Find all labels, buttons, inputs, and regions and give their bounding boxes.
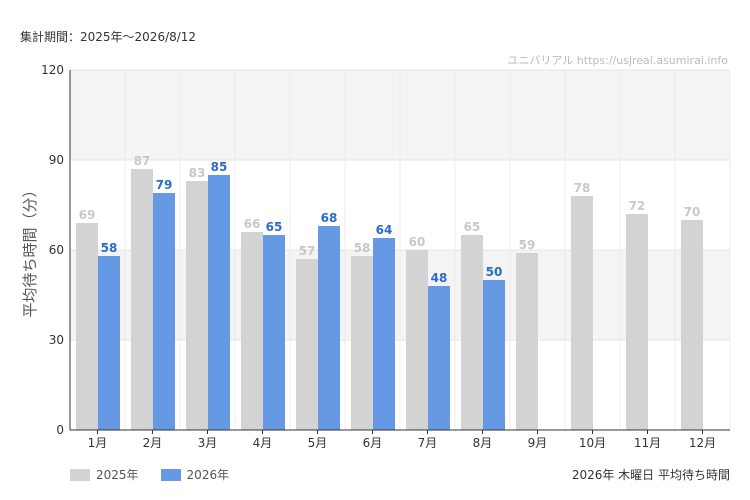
x-tick-label: 7月 — [418, 436, 438, 450]
bar-2025 — [626, 214, 648, 430]
legend-item-2025[interactable]: 2025年 — [70, 466, 139, 483]
bar-2025 — [76, 223, 98, 430]
legend-swatch-2025 — [70, 468, 90, 481]
bar-value-label: 59 — [519, 238, 536, 252]
bar-2025 — [351, 256, 373, 430]
bar-2026 — [428, 286, 450, 430]
bar-2025 — [296, 259, 318, 430]
bar-value-label: 79 — [156, 178, 173, 192]
x-tick-label: 6月 — [363, 436, 383, 450]
bar-value-label: 57 — [299, 244, 316, 258]
bar-2026 — [208, 175, 230, 430]
chart-footer-title: 2026年 木曜日 平均待ち時間 — [571, 468, 730, 482]
bar-value-label: 85 — [211, 160, 228, 174]
x-tick-labels: 1月 2月 3月 4月 5月 6月 7月 8月 9月 10月 11月 12月 — [88, 430, 716, 450]
x-tick-label: 10月 — [579, 436, 606, 450]
bars — [76, 169, 703, 430]
x-tick-label: 8月 — [473, 436, 493, 450]
legend-item-2026[interactable]: 2026年 — [160, 466, 230, 483]
bar-value-label: 58 — [354, 241, 371, 255]
bar-value-label: 72 — [629, 199, 646, 213]
bar-2026 — [263, 235, 285, 430]
y-tick-labels: 0 30 60 90 120 — [41, 63, 64, 437]
bar-value-label: 66 — [244, 217, 261, 231]
bar-value-label: 87 — [134, 154, 151, 168]
axes — [69, 70, 730, 431]
x-tick-label: 1月 — [88, 436, 108, 450]
bar-2025 — [186, 181, 208, 430]
bar-value-label: 69 — [79, 208, 96, 222]
bar-value-label: 60 — [409, 235, 426, 249]
legend: 2025年 2026年 — [70, 466, 229, 483]
bar-2026 — [373, 238, 395, 430]
bar-2025 — [131, 169, 153, 430]
legend-label-2025: 2025年 — [96, 468, 139, 482]
bar-value-label: 68 — [321, 211, 338, 225]
x-tick-label: 11月 — [634, 436, 661, 450]
bar-2026 — [483, 280, 505, 430]
bar-2026 — [98, 256, 120, 430]
x-tick-label: 9月 — [528, 436, 548, 450]
y-tick-label: 90 — [49, 153, 64, 167]
bar-2025 — [681, 220, 703, 430]
bar-value-label: 83 — [189, 166, 206, 180]
bar-2025 — [461, 235, 483, 430]
bar-value-label: 50 — [486, 265, 503, 279]
bar-value-label: 65 — [464, 220, 481, 234]
bar-2025 — [516, 253, 538, 430]
bar-value-label: 65 — [266, 220, 283, 234]
bar-2026 — [153, 193, 175, 430]
x-tick-label: 4月 — [253, 436, 273, 450]
legend-swatch-2026 — [160, 468, 181, 481]
x-tick-label: 2月 — [143, 436, 163, 450]
x-tick-label: 12月 — [689, 436, 716, 450]
value-labels: 69 87 83 66 57 58 60 65 59 78 72 70 58 79 85 65 68 64 48 50 — [79, 154, 701, 285]
x-tick-label: 5月 — [308, 436, 328, 450]
x-tick-label: 3月 — [198, 436, 218, 450]
bar-value-label: 70 — [684, 205, 701, 219]
bar-value-label: 48 — [431, 271, 448, 285]
y-tick-label: 60 — [49, 243, 64, 257]
period-label: 集計期間：2025年〜2026/8/12 — [20, 30, 197, 44]
y-axis-label: 平均待ち時間（分） — [21, 182, 39, 317]
bar-2026 — [318, 226, 340, 430]
bar-value-label: 58 — [101, 241, 118, 255]
bar-2025 — [406, 250, 428, 430]
watermark: ユニバリアル https://usjreal.asumirai.info — [507, 54, 728, 67]
bar-value-label: 78 — [574, 181, 591, 195]
bar-value-label: 64 — [376, 223, 393, 237]
bar-2025 — [241, 232, 263, 430]
y-tick-label: 0 — [56, 423, 64, 437]
y-tick-label: 120 — [41, 63, 64, 77]
bar-2025 — [571, 196, 593, 430]
legend-label-2026: 2026年 — [186, 468, 230, 482]
y-tick-label: 30 — [49, 333, 64, 347]
